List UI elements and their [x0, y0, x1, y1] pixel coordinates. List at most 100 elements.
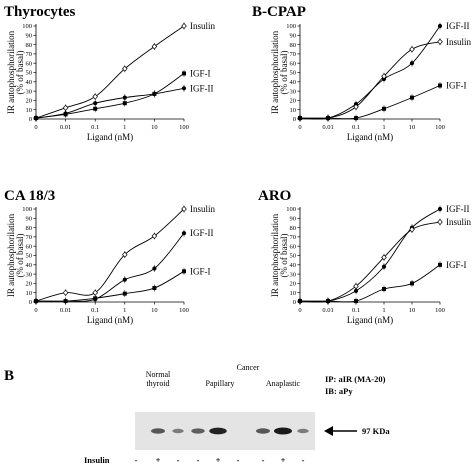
series-igf-ii: IGF-II — [297, 21, 470, 122]
series-label: IGF-II — [446, 21, 470, 31]
y-tick-label: 20 — [26, 98, 33, 105]
lane-sign: - — [237, 455, 240, 465]
x-tick-label: 10 — [151, 307, 158, 314]
y-tick-label: 50 — [290, 253, 297, 260]
data-point-diamond — [381, 73, 387, 80]
series-line — [35, 232, 185, 302]
lane-sign: + — [156, 455, 161, 465]
y-axis-label-line: (% of basal) — [279, 51, 289, 95]
series-line — [35, 270, 185, 302]
data-point-square — [298, 299, 302, 304]
series-line — [299, 25, 441, 120]
x-tick-label: 0 — [298, 307, 301, 314]
y-axis-label-line: IR autophosphorilation — [270, 213, 280, 297]
data-point-diamond — [353, 283, 359, 290]
y-tick-label: 50 — [290, 70, 297, 77]
y-axis-label: IR autophosphorilation(% of basal) — [6, 30, 25, 114]
series-line — [35, 87, 185, 119]
data-point-square — [122, 101, 127, 106]
y-tick-label: 60 — [290, 60, 297, 67]
series-label: IGF-I — [190, 266, 211, 276]
x-tick-label: 0.1 — [91, 124, 99, 131]
band-size-label: 97 KDa — [362, 426, 390, 436]
y-tick-label: 30 — [26, 88, 33, 95]
data-point-circle — [152, 266, 157, 271]
y-axis-label-line: IR autophosphorilation — [6, 30, 16, 114]
ib-label: IB: aPy — [325, 386, 353, 396]
group-label-anaplastic: Anaplastic — [266, 379, 301, 388]
series-line — [35, 73, 185, 119]
data-point-diamond — [151, 43, 158, 50]
data-point-diamond — [181, 22, 187, 30]
series-label: IGF-II — [446, 204, 470, 214]
x-tick-label: 0.1 — [352, 124, 360, 131]
data-point-circle — [63, 111, 68, 116]
data-point-square — [382, 106, 386, 111]
blot-band — [191, 428, 205, 434]
y-tick-label: 80 — [26, 42, 33, 49]
data-point-diamond — [409, 226, 415, 233]
lane-sign: - — [197, 455, 200, 465]
series-label: IGF-II — [190, 228, 214, 238]
y-tick-label: 0 — [29, 299, 32, 306]
y-tick-label: 90 — [26, 216, 33, 223]
y-tick-label: 40 — [26, 79, 33, 86]
x-tick-label: 100 — [179, 307, 189, 314]
ip-label: IP: aIR (MA-20) — [325, 374, 386, 384]
y-tick-label: 70 — [26, 234, 33, 241]
data-point-circle — [437, 206, 443, 212]
y-tick-label: 100 — [22, 206, 32, 213]
x-tick-label: 10 — [409, 124, 416, 131]
x-tick-label: 0.01 — [322, 124, 333, 131]
x-tick-label: 0 — [34, 124, 37, 131]
blot-band — [151, 428, 165, 434]
y-axis-label-line: (% of basal) — [15, 234, 25, 278]
x-tick-label: 100 — [435, 124, 445, 131]
y-tick-label: 30 — [26, 271, 33, 278]
y-tick-label: 80 — [290, 42, 297, 49]
y-axis-label-line: (% of basal) — [15, 51, 25, 95]
series-line — [300, 85, 441, 120]
x-axis-label: Ligand (nM) — [87, 132, 133, 142]
y-tick-label: 40 — [26, 262, 33, 269]
data-point-square — [354, 116, 358, 121]
series-label: Insulin — [190, 21, 216, 31]
series-label: Insulin — [446, 37, 472, 47]
series-line — [299, 41, 441, 120]
group-label-normal-line2: thyroid — [146, 379, 169, 388]
data-point-circle — [437, 23, 443, 29]
y-tick-label: 10 — [290, 107, 297, 114]
series-line — [35, 208, 185, 302]
y-tick-label: 100 — [286, 23, 296, 30]
data-point-diamond — [62, 104, 69, 111]
y-tick-label: 70 — [290, 234, 297, 241]
y-tick-label: 40 — [290, 79, 297, 86]
data-point-square — [326, 299, 330, 304]
data-point-circle — [181, 86, 187, 91]
y-tick-label: 20 — [26, 281, 33, 288]
data-point-square — [93, 296, 98, 301]
x-tick-label: 100 — [179, 124, 189, 131]
lane-sign: - — [262, 455, 265, 465]
data-point-diamond — [409, 46, 415, 53]
y-tick-label: 0 — [29, 116, 32, 123]
y-tick-label: 60 — [26, 60, 33, 67]
x-tick-label: 0 — [34, 307, 37, 314]
x-tick-label: 10 — [151, 124, 158, 131]
x-axis-label: Ligand (nM) — [347, 315, 393, 325]
data-point-circle — [381, 264, 387, 269]
data-point-diamond — [437, 38, 443, 45]
lane-sign: + — [216, 455, 221, 465]
data-point-square — [182, 71, 186, 76]
data-point-circle — [152, 91, 157, 96]
data-point-circle — [409, 61, 415, 66]
lane-sign: - — [135, 455, 138, 465]
data-point-square — [438, 83, 442, 88]
blot-band — [297, 428, 309, 434]
data-point-square — [63, 299, 68, 304]
data-point-diamond — [92, 93, 98, 100]
data-point-circle — [33, 115, 39, 121]
data-point-diamond — [122, 65, 128, 72]
